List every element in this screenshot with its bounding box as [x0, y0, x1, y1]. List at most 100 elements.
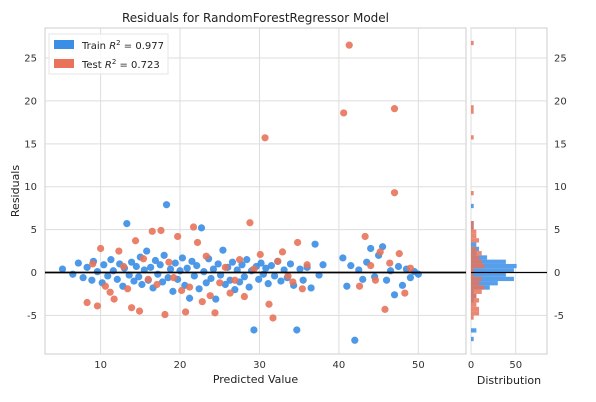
test-point — [178, 286, 186, 295]
x-tick-label: 50 — [412, 360, 425, 371]
test-point — [198, 298, 206, 306]
test-point — [89, 260, 97, 268]
train-point — [178, 254, 187, 262]
test-histogram-bar — [471, 233, 477, 239]
test-point — [261, 134, 269, 142]
y-tick-label: -5 — [27, 311, 37, 322]
test-histogram-bar — [471, 40, 474, 46]
train-point — [406, 274, 414, 282]
test-point — [386, 259, 394, 267]
train-point — [88, 276, 96, 284]
train-point — [277, 277, 285, 285]
test-point — [211, 309, 219, 317]
test-point — [148, 227, 156, 235]
test-histogram-bar — [471, 255, 480, 260]
test-point — [106, 288, 114, 296]
train-point — [100, 261, 108, 269]
train-point — [339, 254, 347, 262]
train-point — [359, 275, 367, 283]
train-point — [319, 261, 327, 269]
test-point — [376, 248, 384, 256]
train-point — [343, 282, 351, 290]
train-point — [209, 265, 217, 273]
test-point — [226, 289, 234, 297]
test-point — [240, 292, 248, 301]
test-histogram-bar — [471, 135, 474, 140]
test-point — [289, 278, 297, 286]
train-point — [202, 279, 210, 287]
test-point — [298, 285, 306, 293]
test-histogram-bar — [471, 268, 474, 273]
test-point — [153, 280, 161, 289]
train-point — [243, 256, 251, 264]
test-histogram-bar — [471, 285, 485, 290]
y-tick-label: 10 — [24, 182, 37, 193]
train-point — [169, 287, 177, 295]
legend-test-label: Test R2 = 0.723 — [81, 58, 160, 71]
test-point — [144, 275, 152, 283]
test-histogram-bar — [471, 281, 480, 286]
train-point — [79, 274, 87, 282]
train-point — [267, 262, 275, 270]
train-histogram-bar — [471, 281, 498, 286]
train-point — [162, 201, 171, 209]
train-point — [123, 220, 131, 228]
train-point — [293, 326, 301, 334]
x-tick-label: 40 — [333, 360, 346, 371]
test-histogram-bar — [471, 293, 477, 299]
test-residual-histogram — [471, 40, 485, 320]
test-point — [367, 262, 375, 270]
test-histogram-bar — [471, 276, 482, 282]
test-point — [221, 263, 229, 271]
test-point — [390, 105, 399, 113]
test-point — [390, 189, 399, 197]
test-point — [189, 223, 198, 231]
test-point — [101, 282, 109, 290]
histogram-y-tick-label: 25 — [554, 54, 567, 65]
test-point — [170, 274, 178, 282]
test-point — [97, 244, 105, 253]
train-histogram-bar — [471, 336, 474, 342]
histogram-y-tick-label: -5 — [554, 311, 564, 322]
histogram-y-tick-label: 10 — [554, 182, 567, 193]
train-point — [188, 257, 196, 265]
train-histogram-bar — [471, 203, 474, 209]
train-point — [394, 262, 403, 271]
test-point — [278, 248, 287, 256]
train-point — [135, 273, 143, 281]
histogram-y-tick-label: 0 — [554, 268, 560, 279]
y-tick-label: 15 — [24, 139, 37, 150]
test-series — [83, 41, 414, 322]
train-point — [130, 277, 138, 285]
test-point — [193, 238, 202, 247]
y-tick-label: 20 — [24, 96, 37, 107]
test-point — [246, 219, 254, 227]
train-point — [138, 280, 146, 289]
train-point — [185, 294, 194, 302]
test-histogram-bar — [471, 259, 482, 264]
test-point — [206, 292, 214, 300]
train-point — [158, 278, 167, 286]
x-tick-label: 30 — [253, 360, 266, 371]
train-point — [245, 283, 253, 291]
test-point — [236, 256, 244, 264]
train-histogram-bar — [471, 259, 506, 264]
test-histogram-bar — [471, 238, 480, 243]
train-point — [193, 262, 201, 270]
train-point — [212, 295, 220, 303]
main-y-ticks: -5 0 5 10 15 20 25 — [24, 54, 37, 322]
histogram-y-tick-label: 20 — [554, 96, 567, 107]
train-point — [171, 259, 179, 267]
test-histogram-bar — [471, 302, 477, 307]
train-histogram-bar — [471, 328, 477, 333]
train-point — [347, 262, 355, 270]
test-point — [135, 307, 144, 315]
train-point — [183, 264, 191, 272]
train-point — [58, 265, 67, 273]
train-point — [257, 259, 265, 267]
test-histogram-bar — [471, 105, 474, 110]
train-point — [143, 247, 151, 255]
y-tick-label: 25 — [24, 54, 37, 65]
train-point — [255, 275, 263, 283]
